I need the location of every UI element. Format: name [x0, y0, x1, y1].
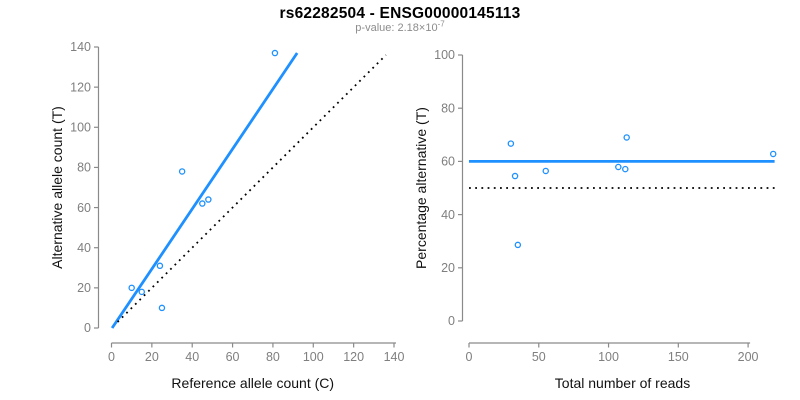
data-point — [199, 200, 206, 207]
data-point — [128, 284, 135, 292]
x-tick-label: 0 — [466, 350, 473, 364]
y-tick-label: 0 — [84, 321, 91, 335]
x-tick-label: 40 — [185, 350, 199, 364]
data-point — [507, 140, 515, 147]
x-tick-label: 60 — [226, 350, 240, 364]
x-tick-label: 200 — [738, 350, 759, 364]
y-tick-label: 120 — [70, 80, 91, 94]
data-point — [156, 262, 164, 270]
y-tick-label: 60 — [77, 201, 91, 215]
y-tick-label: 0 — [448, 314, 455, 328]
x-tick-label: 80 — [266, 350, 280, 364]
x-axis-label: Total number of reads — [555, 375, 690, 391]
y-tick-label: 100 — [70, 120, 91, 134]
x-tick-label: 100 — [598, 350, 619, 364]
y-tick-label: 40 — [441, 208, 455, 222]
y-tick-label: 140 — [70, 40, 91, 54]
data-point — [511, 172, 519, 180]
y-tick-label: 100 — [434, 48, 455, 62]
x-tick-label: 140 — [384, 350, 405, 364]
data-point — [205, 196, 212, 203]
pvalue-text: p-value: 2.18×10 — [355, 22, 438, 34]
y-tick-label: 40 — [77, 241, 91, 255]
y-tick-label: 20 — [441, 261, 455, 275]
data-point — [542, 167, 550, 175]
y-tick-label: 60 — [441, 155, 455, 169]
data-point — [623, 134, 630, 141]
data-point — [178, 168, 186, 175]
data-point — [615, 163, 622, 171]
x-tick-label: 50 — [532, 350, 546, 364]
y-tick-label: 80 — [441, 101, 455, 115]
data-point — [158, 304, 166, 312]
panel-allele-counts: 0 20 40 60 80 100 120 140 0 20 40 60 80 100 120 140 Refe… — [49, 40, 404, 391]
y-tick-label: 80 — [77, 161, 91, 175]
x-tick-label: 120 — [343, 350, 364, 364]
x-tick-label: 20 — [145, 350, 159, 364]
fit-line — [110, 52, 299, 329]
data-point — [138, 288, 146, 296]
data-point — [514, 241, 522, 249]
x-tick-label: 0 — [108, 350, 115, 364]
identity-line — [116, 54, 387, 323]
data-point — [769, 150, 777, 158]
x-tick-label: 150 — [668, 350, 689, 364]
figure-subtitle: p-value: 2.18×10-7 — [0, 19, 800, 34]
pvalue-exponent: -7 — [437, 19, 445, 29]
data-point — [271, 49, 279, 57]
data-point — [622, 165, 629, 173]
figure-title: rs62282504 - ENSG00000145113 — [279, 5, 521, 22]
y-axis-label: Percentage alternative (T) — [413, 107, 429, 269]
panel-percentage-vs-reads: 0 50 100 150 200 0 20 40 60 80 100 Total number of … — [413, 48, 777, 391]
x-tick-label: 100 — [303, 350, 324, 364]
y-tick-label: 20 — [77, 281, 91, 295]
y-axis-label: Alternative allele count (T) — [49, 106, 65, 269]
x-axis-label: Reference allele count (C) — [171, 375, 334, 391]
